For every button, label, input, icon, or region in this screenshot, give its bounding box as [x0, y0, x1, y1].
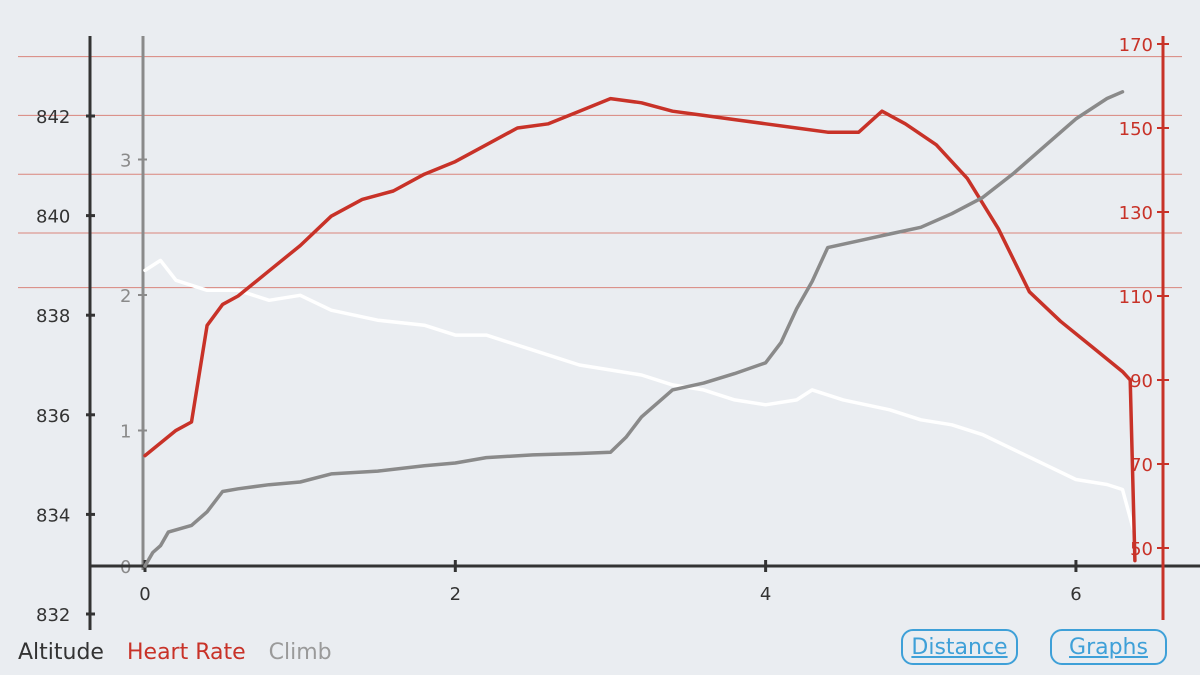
altitude-tick-label: 832	[36, 605, 70, 626]
x-tick-label: 6	[1070, 584, 1081, 605]
legend: Altitude Heart Rate Climb	[18, 640, 348, 665]
x-tick-label: 0	[139, 584, 150, 605]
heart-rate-tick-label: 130	[1119, 203, 1153, 224]
legend-heart-rate: Heart Rate	[126, 640, 246, 665]
heart-rate-tick-label: 70	[1130, 455, 1153, 476]
chart: 8328348368388408420123024650709011013015…	[18, 35, 1200, 630]
series-line-climb	[143, 90, 1125, 568]
distance-button[interactable]: Distance	[901, 629, 1018, 665]
series-line-altitude	[143, 258, 1136, 532]
series-line-heart-rate	[143, 96, 1137, 563]
heart-rate-tick-label: 110	[1119, 287, 1153, 308]
legend-climb: Climb	[268, 640, 332, 665]
legend-altitude: Altitude	[18, 640, 104, 665]
x-tick-label: 4	[760, 584, 771, 605]
graphs-button[interactable]: Graphs	[1050, 629, 1167, 665]
altitude-tick-label: 842	[36, 107, 70, 128]
altitude-tick-label: 838	[36, 306, 70, 327]
climb-tick-label: 1	[120, 422, 131, 443]
altitude-tick-label: 836	[36, 406, 70, 427]
x-tick-label: 2	[450, 584, 461, 605]
heart-rate-tick-label: 90	[1130, 371, 1153, 392]
heart-rate-tick-label: 170	[1119, 35, 1153, 56]
climb-tick-label: 3	[120, 151, 131, 172]
climb-tick-label: 2	[120, 286, 131, 307]
altitude-tick-label: 840	[36, 207, 70, 228]
heart-rate-tick-label: 150	[1119, 119, 1153, 140]
altitude-tick-label: 834	[36, 505, 70, 526]
